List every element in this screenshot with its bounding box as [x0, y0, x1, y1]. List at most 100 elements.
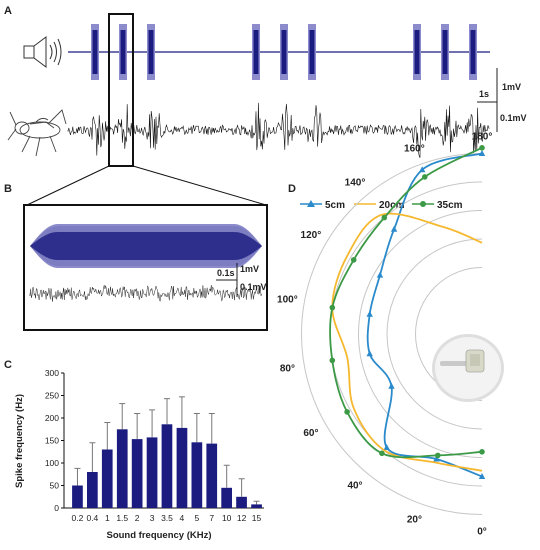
x-tick-label: 7 [209, 513, 214, 523]
circle-marker-icon [420, 201, 426, 207]
series-point-35cm [329, 304, 336, 311]
series-point-5cm [376, 271, 384, 278]
angle-label: 160° [404, 143, 425, 154]
polar-series [329, 145, 486, 479]
bar [236, 496, 247, 509]
panel-label-c: C [4, 359, 12, 371]
scalebar-b [216, 263, 238, 297]
y-tick-label: 100 [45, 458, 59, 468]
polar-grid-circle [358, 210, 483, 458]
bar [206, 443, 218, 508]
series-point-35cm [479, 145, 485, 151]
zoomed-burst-texture [31, 226, 261, 266]
legend-item-35cm: 35cm [412, 200, 463, 211]
polar-grid: 0° 20° 40° 60° 80° 100° 120° 140° 160° 180° [277, 131, 492, 537]
neural-trace-b [29, 284, 262, 302]
x-tick-label: 5 [194, 513, 199, 523]
bar [101, 449, 113, 508]
scalebar-b-voltage-bottom: 0.1mV [240, 282, 267, 292]
scalebar-a [477, 68, 498, 132]
y-tick-label: 300 [45, 368, 59, 378]
series-point-5cm [478, 473, 486, 479]
series-line-20cm [331, 212, 483, 472]
x-tick-label: 15 [252, 513, 262, 523]
zoom-highlight-box [108, 13, 134, 167]
series-point-5cm [390, 225, 398, 232]
series-point-35cm [479, 449, 485, 455]
series-point-35cm [435, 452, 441, 459]
angle-label: 60° [303, 428, 318, 439]
angle-label: 100° [277, 295, 298, 306]
x-tick-label: 3 [150, 513, 155, 523]
stimulus-bursts [91, 24, 477, 80]
series-line-35cm [329, 146, 483, 459]
zoom-line-left [26, 165, 110, 206]
series-point-35cm [344, 409, 350, 415]
x-tick-label: 2 [135, 513, 140, 523]
angle-label: 20° [407, 515, 422, 526]
bar [146, 437, 158, 508]
bar-chart: Spike frequency (Hz) Sound frequency (KH… [14, 368, 264, 541]
scalebar-a-time: 1s [479, 89, 489, 99]
speaker-icon [23, 36, 62, 68]
panel-label-d: D [288, 183, 296, 195]
x-tick-label: 12 [237, 513, 247, 523]
bar [72, 485, 83, 508]
legend-item-20cm: 20cm [354, 200, 405, 211]
series-point-5cm [433, 455, 440, 462]
recording-device-photo [432, 334, 504, 402]
x-tick-label: 1.5 [116, 513, 128, 523]
y-tick-label: 200 [45, 413, 59, 423]
x-tick-label: 0.4 [86, 513, 98, 523]
stimulus-burst-core [309, 30, 315, 74]
scalebar-b-time: 0.1s [217, 268, 235, 278]
series-point-5cm [366, 350, 373, 357]
bar [161, 424, 173, 508]
cricket-icon [7, 109, 67, 157]
polar-grid-circle [386, 238, 483, 430]
x-axis-label: Sound frequency (KHz) [106, 530, 211, 541]
angle-label: 40° [347, 480, 362, 491]
neural-trace-a [67, 102, 490, 158]
scalebar-a-voltage-top: 1mV [502, 82, 521, 92]
bar [191, 442, 203, 508]
series-point-5cm [419, 166, 426, 173]
stimulus-burst-core [148, 30, 154, 74]
panel-label-b: B [4, 183, 12, 195]
stimulus-burst-core [414, 30, 420, 74]
angle-label: 120° [301, 230, 322, 241]
stimulus-burst-core [253, 30, 259, 74]
legend-label-5cm: 5cm [325, 200, 345, 211]
zoom-line-right [132, 165, 267, 206]
angle-label: 0° [477, 527, 487, 538]
bar [251, 504, 262, 508]
y-tick-label: 0 [54, 503, 59, 513]
scalebar-b-voltage-top: 1mV [240, 264, 259, 274]
polar-grid-circle [301, 153, 483, 515]
bar [176, 427, 188, 508]
y-tick-label: 50 [50, 481, 60, 491]
bar [87, 472, 98, 508]
x-tick-label: 1 [105, 513, 110, 523]
angle-label: 140° [345, 178, 366, 189]
series-point-5cm [383, 444, 390, 450]
y-tick-label: 250 [45, 391, 59, 401]
y-axis-label: Spike frequency (Hz) [14, 394, 25, 488]
series-point-5cm [388, 382, 395, 389]
legend-label-35cm: 35cm [437, 200, 463, 211]
x-tick-label: 0.2 [72, 513, 84, 523]
series-point-35cm [350, 257, 357, 263]
series-point-35cm [422, 174, 428, 180]
series-point-35cm [379, 450, 385, 457]
angle-label: 180° [472, 131, 493, 142]
series-point-35cm [329, 357, 336, 364]
legend-item-5cm: 5cm [300, 200, 345, 211]
series-point-5cm [478, 150, 486, 156]
y-tick-label: 150 [45, 436, 59, 446]
panel-label-a: A [4, 5, 12, 17]
stimulus-burst-core [442, 30, 448, 74]
angle-label: 80° [280, 363, 295, 374]
zoomed-stimulus-burst [30, 224, 262, 268]
stimulus-burst-core [281, 30, 287, 74]
